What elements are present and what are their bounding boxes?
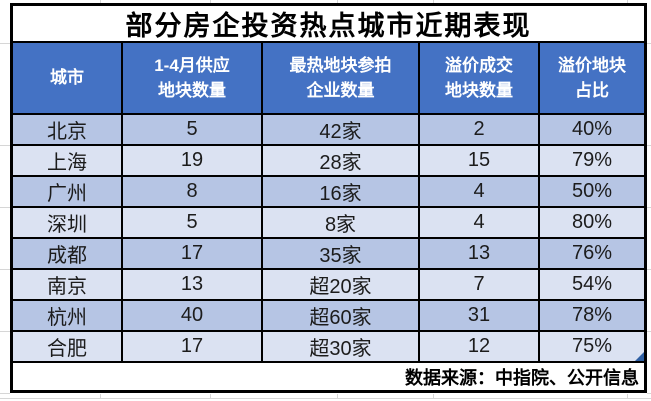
- excel-gridline: [647, 393, 651, 394]
- table-body: 北京 5 42家 2 40% 上海 19 28家 15 79% 广州 8 16家 4 50% 深圳 5 8家 4 80…: [13, 115, 644, 363]
- value-cell: 54%: [540, 270, 644, 301]
- value-cell: 超30家: [263, 332, 420, 363]
- excel-gridline: [0, 331, 10, 332]
- excel-gridline: [0, 393, 10, 394]
- table-row: 杭州 40 超60家 31 78%: [13, 301, 644, 332]
- excel-gridline: [647, 207, 651, 208]
- value-cell: 4: [420, 208, 540, 239]
- header-cell-premium-ratio: 溢价地块 占比: [540, 43, 644, 115]
- value-cell: 42家: [263, 115, 420, 146]
- table-row: 南京 13 超20家 7 54%: [13, 270, 644, 301]
- excel-gridline: [210, 394, 211, 399]
- table-row: 上海 19 28家 15 79%: [13, 146, 644, 177]
- excel-gridline: [627, 0, 628, 3]
- value-cell: 5: [123, 208, 263, 239]
- value-cell: 19: [123, 146, 263, 177]
- city-cell: 合肥: [13, 332, 123, 363]
- value-cell: 13: [420, 239, 540, 270]
- excel-gridline: [433, 0, 434, 3]
- value-cell: 8家: [263, 208, 420, 239]
- value-cell: 40%: [540, 115, 644, 146]
- table-header-row: 城市 1-4月供应 地块数量 最热地块参拍 企业数量 溢价成交 地块数量 溢价地…: [13, 43, 644, 115]
- source-note: 数据来源：中指院、公开信息: [13, 363, 644, 390]
- value-cell: 75%: [540, 332, 644, 363]
- value-cell: 8: [123, 177, 263, 208]
- excel-gridline: [0, 145, 10, 146]
- excel-gridline: [337, 0, 338, 3]
- excel-gridline: [647, 269, 651, 270]
- excel-gridline: [0, 398, 651, 399]
- excel-gridline: [647, 43, 651, 44]
- value-cell: 4: [420, 177, 540, 208]
- header-cell-bidding-firms: 最热地块参拍 企业数量: [263, 43, 420, 115]
- city-performance-table: 部分房企投资热点城市近期表现 城市 1-4月供应 地块数量 最热地块参拍 企业数…: [10, 3, 647, 393]
- excel-gridline: [0, 207, 10, 208]
- header-cell-city: 城市: [13, 43, 123, 115]
- table-row: 深圳 5 8家 4 80%: [13, 208, 644, 239]
- table-row: 合肥 17 超30家 12 75%: [13, 332, 644, 363]
- cell-corner-marker: [635, 352, 644, 361]
- value-cell: 80%: [540, 208, 644, 239]
- header-cell-supplied-plots: 1-4月供应 地块数量: [123, 43, 263, 115]
- excel-gridline: [0, 43, 10, 44]
- city-cell: 北京: [13, 115, 123, 146]
- excel-gridline: [647, 145, 651, 146]
- table-row: 广州 8 16家 4 50%: [13, 177, 644, 208]
- city-cell: 南京: [13, 270, 123, 301]
- value-cell: 17: [123, 239, 263, 270]
- city-cell: 广州: [13, 177, 123, 208]
- value-cell: 28家: [263, 146, 420, 177]
- value-cell: 17: [123, 332, 263, 363]
- excel-gridline: [627, 394, 628, 399]
- excel-gridline: [210, 0, 211, 3]
- value-cell: 15: [420, 146, 540, 177]
- value-cell: 40: [123, 301, 263, 332]
- value-cell: 12: [420, 332, 540, 363]
- excel-gridline: [100, 0, 101, 3]
- value-cell: 5: [123, 115, 263, 146]
- value-cell: 超60家: [263, 301, 420, 332]
- value-cell: 78%: [540, 301, 644, 332]
- value-cell: 79%: [540, 146, 644, 177]
- header-cell-premium-deals: 溢价成交 地块数量: [420, 43, 540, 115]
- excel-gridline: [100, 394, 101, 399]
- table-row: 北京 5 42家 2 40%: [13, 115, 644, 146]
- value-cell: 50%: [540, 177, 644, 208]
- value-cell: 2: [420, 115, 540, 146]
- city-cell: 深圳: [13, 208, 123, 239]
- value-cell: 13: [123, 270, 263, 301]
- table-title: 部分房企投资热点城市近期表现: [13, 6, 644, 43]
- excel-gridline: [337, 394, 338, 399]
- excel-gridline: [0, 269, 10, 270]
- excel-gridline: [647, 331, 651, 332]
- value-cell: 16家: [263, 177, 420, 208]
- value-cell: 31: [420, 301, 540, 332]
- value-cell: 超20家: [263, 270, 420, 301]
- value-cell: 76%: [540, 239, 644, 270]
- excel-gridline: [433, 394, 434, 399]
- value-cell: 35家: [263, 239, 420, 270]
- city-cell: 上海: [13, 146, 123, 177]
- value-cell: 7: [420, 270, 540, 301]
- city-cell: 杭州: [13, 301, 123, 332]
- table-row: 成都 17 35家 13 76%: [13, 239, 644, 270]
- city-cell: 成都: [13, 239, 123, 270]
